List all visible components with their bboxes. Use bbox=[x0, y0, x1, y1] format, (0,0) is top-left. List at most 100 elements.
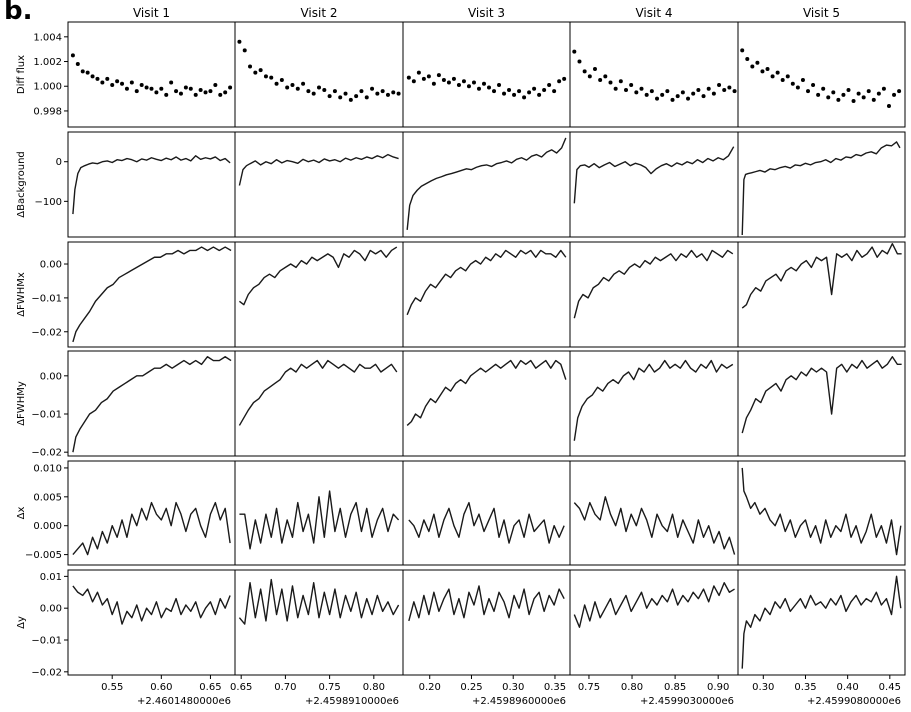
data-point-r1-c5-18 bbox=[831, 90, 836, 95]
data-point-r1-c2-13 bbox=[306, 89, 311, 94]
column-title-visit-5: Visit 5 bbox=[803, 6, 840, 20]
data-point-r1-c5-7 bbox=[775, 70, 780, 75]
data-point-r1-c4-30 bbox=[727, 85, 732, 90]
subplot-frame-r3-c5 bbox=[737, 241, 906, 348]
x-offset-label-c5: +2.4599080000e6 bbox=[807, 696, 901, 707]
series-line-r3-c3 bbox=[406, 249, 567, 316]
subplot-frame-r2-c1 bbox=[67, 131, 236, 238]
x-tick-label-c4-2: 0.85 bbox=[664, 682, 686, 693]
data-point-r1-c3-25 bbox=[532, 86, 537, 91]
data-point-r1-c4-17 bbox=[660, 92, 665, 97]
data-point-r1-c1-27 bbox=[203, 90, 208, 95]
data-point-r1-c4-24 bbox=[696, 87, 701, 92]
data-point-r1-c1-31 bbox=[223, 90, 228, 95]
y-axis-label-row-6: Δy bbox=[16, 616, 27, 629]
data-point-r1-c4-19 bbox=[670, 97, 675, 102]
y-tick-label-r3-2: 0.00 bbox=[40, 260, 62, 271]
data-point-r1-c2-12 bbox=[301, 81, 306, 86]
subplot-frame-r2-c4 bbox=[569, 131, 739, 238]
data-point-r1-c1-19 bbox=[164, 92, 169, 97]
data-point-r1-c3-29 bbox=[552, 89, 557, 94]
data-point-r1-c3-5 bbox=[431, 81, 436, 86]
y-tick-label-r2-1: 0 bbox=[56, 157, 62, 168]
x-tick-label-c5-3: 0.45 bbox=[879, 682, 901, 693]
data-point-r1-c4-11 bbox=[629, 83, 634, 87]
data-point-r1-c3-13 bbox=[471, 80, 476, 85]
data-point-r1-c2-30 bbox=[396, 91, 401, 96]
x-tick-label-c5-1: 0.35 bbox=[794, 682, 816, 693]
data-point-r1-c4-25 bbox=[701, 94, 706, 99]
data-point-r1-c2-19 bbox=[338, 95, 343, 100]
data-point-r1-c4-10 bbox=[624, 87, 628, 92]
subplot-frame-r2-c2 bbox=[234, 131, 404, 238]
data-point-r1-c4-21 bbox=[680, 90, 685, 95]
data-point-r1-c2-29 bbox=[391, 90, 396, 95]
y-tick-label-r4-1: −0.01 bbox=[31, 410, 62, 421]
x-tick-label-c2-2: 0.75 bbox=[318, 682, 340, 693]
x-tick-label-c3-1: 0.25 bbox=[460, 682, 482, 693]
data-point-r1-c4-4 bbox=[592, 66, 597, 71]
series-line-r6-c2 bbox=[238, 578, 400, 625]
data-point-r1-c5-5 bbox=[765, 66, 770, 71]
y-tick-label-r6-3: 0.01 bbox=[40, 572, 62, 583]
data-point-r1-c5-16 bbox=[821, 86, 826, 91]
column-title-visit-3: Visit 3 bbox=[468, 6, 505, 20]
x-tick-label-c1-2: 0.65 bbox=[199, 682, 221, 693]
data-point-r1-c5-11 bbox=[795, 85, 800, 90]
data-point-r1-c5-6 bbox=[770, 74, 775, 79]
data-point-r1-c2-10 bbox=[290, 83, 295, 87]
data-point-r1-c1-30 bbox=[218, 92, 223, 97]
series-line-r2-c5 bbox=[741, 141, 901, 236]
x-tick-label-c1-0: 0.55 bbox=[101, 682, 123, 693]
data-point-r1-c2-27 bbox=[380, 89, 385, 94]
data-point-r1-c2-18 bbox=[332, 89, 337, 94]
data-point-r1-c2-9 bbox=[285, 85, 290, 90]
data-point-r1-c3-1 bbox=[411, 79, 416, 84]
data-point-r1-c1-12 bbox=[129, 80, 134, 85]
data-point-r1-c5-30 bbox=[892, 92, 897, 97]
data-point-r1-c5-13 bbox=[806, 89, 811, 94]
data-point-r1-c5-26 bbox=[871, 97, 876, 102]
series-line-r3-c4 bbox=[573, 249, 734, 319]
data-point-r1-c4-7 bbox=[608, 80, 613, 85]
x-tick-label-c4-0: 0.75 bbox=[578, 682, 600, 693]
data-point-r1-c1-3 bbox=[85, 70, 90, 75]
y-axis-label-row-1: Diff flux bbox=[16, 55, 27, 94]
data-point-r1-c1-7 bbox=[105, 76, 110, 81]
data-point-r1-c3-4 bbox=[426, 74, 431, 79]
data-point-r1-c2-5 bbox=[263, 74, 268, 79]
data-point-r1-c5-27 bbox=[876, 91, 881, 96]
x-offset-label-c1: +2.4601480000e6 bbox=[137, 696, 231, 707]
subplot-frame-r2-c3 bbox=[402, 131, 571, 238]
subplot-frame-r6-c1 bbox=[67, 569, 236, 676]
data-point-r1-c1-9 bbox=[115, 79, 120, 84]
x-offset-label-c3: +2.4598960000e6 bbox=[472, 696, 566, 707]
data-point-r1-c1-14 bbox=[139, 83, 144, 87]
data-point-r1-c3-31 bbox=[562, 76, 567, 81]
data-point-r1-c4-18 bbox=[665, 89, 670, 94]
data-point-r1-c3-24 bbox=[527, 90, 532, 95]
data-point-r1-c1-23 bbox=[183, 85, 188, 90]
data-point-r1-c2-16 bbox=[322, 87, 327, 92]
series-line-r5-c3 bbox=[408, 501, 565, 544]
data-point-r1-c3-10 bbox=[456, 83, 461, 87]
y-tick-label-r5-3: 0.010 bbox=[33, 463, 62, 474]
series-line-r4-c3 bbox=[406, 359, 567, 426]
data-point-r1-c5-17 bbox=[826, 95, 831, 100]
data-point-r1-c5-22 bbox=[851, 99, 856, 104]
data-point-r1-c4-13 bbox=[639, 86, 644, 91]
series-line-r6-c1 bbox=[72, 585, 231, 625]
data-point-r1-c1-17 bbox=[154, 90, 159, 95]
data-point-r1-c1-15 bbox=[144, 85, 149, 90]
data-point-r1-c3-11 bbox=[461, 79, 466, 84]
data-point-r1-c1-20 bbox=[169, 80, 174, 85]
series-line-r5-c1 bbox=[72, 501, 231, 556]
data-point-r1-c5-14 bbox=[811, 83, 816, 87]
data-point-r1-c3-21 bbox=[512, 92, 517, 97]
subplot-frame-r1-c5 bbox=[737, 21, 906, 128]
series-line-r4-c4 bbox=[573, 359, 734, 441]
data-point-r1-c4-1 bbox=[577, 59, 582, 64]
data-point-r1-c3-2 bbox=[416, 70, 421, 75]
subplot-frame-r5-c1 bbox=[67, 460, 236, 566]
